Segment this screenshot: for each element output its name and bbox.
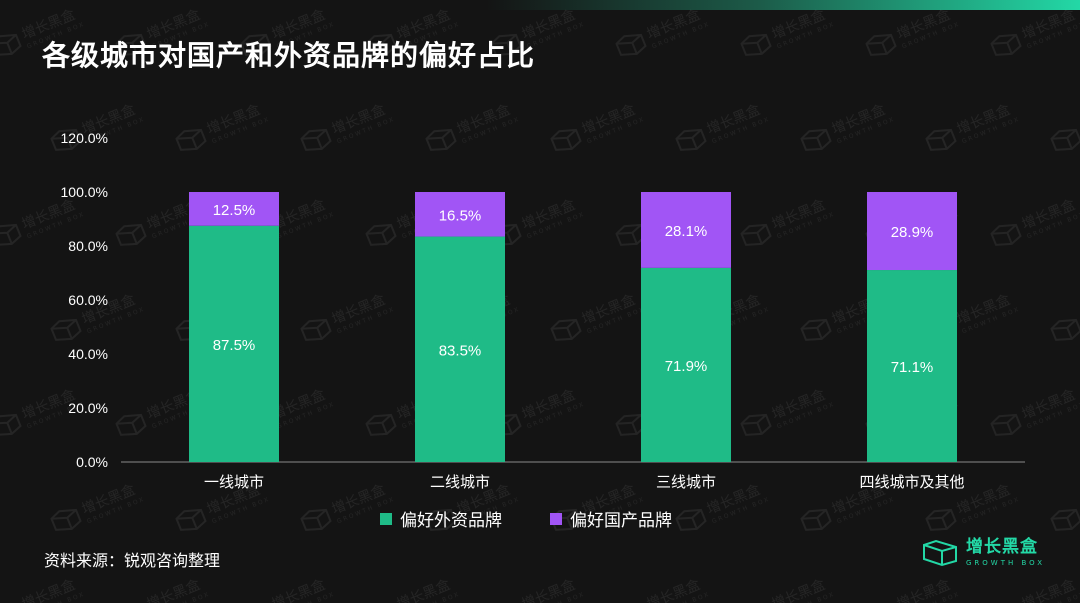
data-label: 12.5% [213, 202, 256, 219]
y-tick-label: 0.0% [76, 454, 108, 470]
y-tick-label: 80.0% [68, 238, 108, 254]
data-label: 28.9% [891, 224, 934, 241]
y-tick-label: 40.0% [68, 346, 108, 362]
chart-title: 各级城市对国产和外资品牌的偏好占比 [42, 39, 536, 72]
data-label: 16.5% [439, 207, 482, 224]
bar-segment-foreign [415, 236, 505, 462]
source-note: 资料来源：锐观咨询整理 [44, 551, 221, 570]
legend-swatch-domestic [550, 512, 562, 525]
legend-label-foreign: 偏好外资品牌 [400, 511, 502, 531]
x-tick-label: 一线城市 [204, 473, 264, 491]
bar-segment-domestic [867, 192, 957, 271]
y-tick-label: 60.0% [68, 292, 108, 308]
data-label: 83.5% [439, 342, 482, 359]
y-tick-label: 20.0% [68, 400, 108, 416]
brand-logo: 增长黑盒 GROWTH BOX [922, 539, 1045, 567]
top-accent-strip [0, 0, 1080, 10]
brand-name: 增长黑盒 [966, 537, 1038, 557]
data-label: 71.9% [665, 358, 708, 375]
bar-segment-foreign [867, 270, 957, 462]
bar-segment-domestic [415, 192, 505, 237]
bar-segment-domestic [189, 192, 279, 226]
x-tick-label: 二线城市 [430, 473, 490, 491]
bar-segment-foreign [641, 267, 731, 462]
legend-label-domestic: 偏好国产品牌 [570, 511, 672, 531]
y-tick-label: 100.0% [61, 184, 108, 200]
x-tick-label: 三线城市 [656, 473, 716, 491]
growth-box-logo-icon [923, 539, 957, 567]
y-tick-label: 120.0% [61, 130, 108, 146]
legend-item-domestic: 偏好国产品牌 [550, 506, 672, 531]
legend: 偏好外资品牌 偏好国产品牌 [380, 506, 672, 531]
data-label: 87.5% [213, 337, 256, 354]
legend-item-foreign: 偏好外资品牌 [380, 506, 502, 531]
brand-subtitle: GROWTH BOX [966, 559, 1046, 567]
bar-segment-domestic [641, 192, 731, 268]
data-label: 28.1% [665, 223, 708, 240]
data-label: 71.1% [891, 359, 934, 376]
bar-segment-foreign [189, 225, 279, 462]
x-tick-label: 四线城市及其他 [859, 473, 964, 491]
legend-swatch-foreign [380, 512, 392, 525]
